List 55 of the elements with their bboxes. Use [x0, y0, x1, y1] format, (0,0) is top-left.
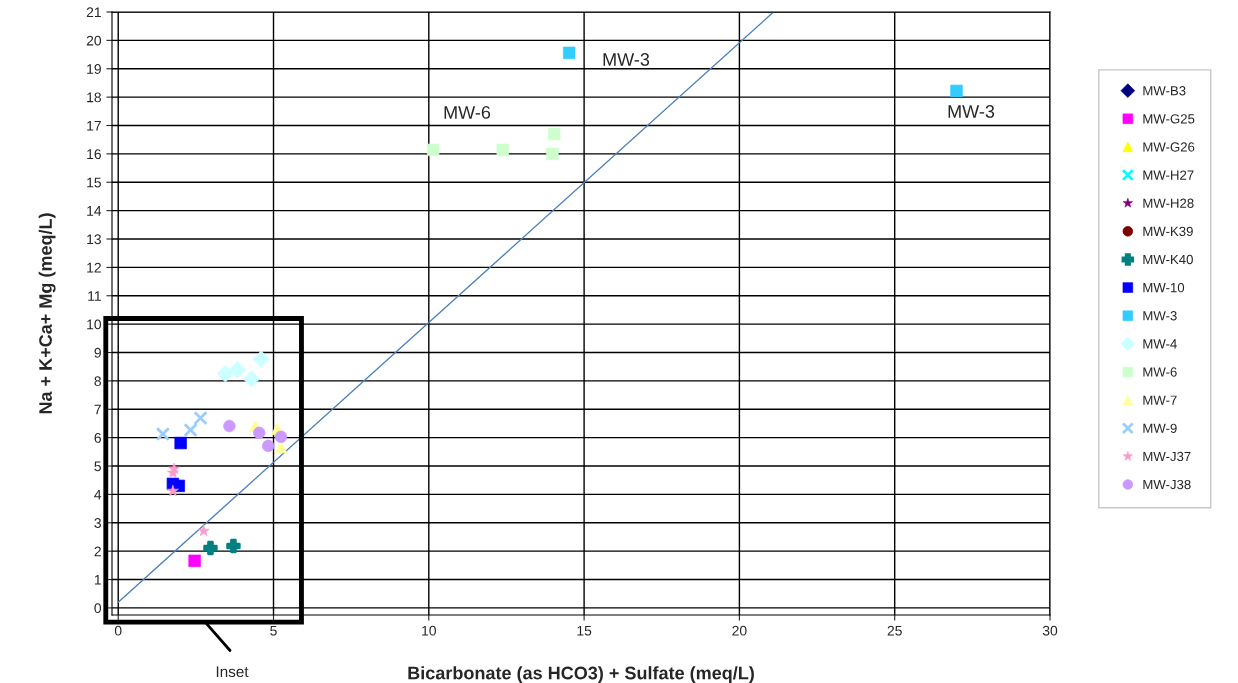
legend-label: MW-G25 [1143, 114, 1195, 124]
legend-label: MW-K40 [1143, 254, 1193, 265]
y-tick-label: 3 [94, 518, 101, 528]
point [193, 410, 208, 426]
y-tick-label: 2 [94, 546, 101, 557]
y-tick-label: 8 [94, 376, 101, 387]
y-tick-label: 21 [86, 7, 101, 18]
legend-label: MW-7 [1143, 395, 1177, 405]
y-tick-label: 12 [87, 262, 101, 273]
y-tick-label: 14 [87, 206, 102, 216]
y-tick-label: 7 [94, 404, 101, 415]
x-tick-label: 10 [422, 625, 436, 636]
y-tick-label: 9 [94, 347, 101, 358]
annotation: MW-3 [948, 105, 995, 118]
y-tick-label: 15 [87, 177, 101, 188]
y-tick-label: 16 [87, 149, 101, 160]
annotation: MW-3 [603, 53, 650, 66]
y-axis-title: Na + K+Ca+ Mg (meq/L) [38, 213, 56, 414]
legend-label: MW-3 [1143, 311, 1177, 321]
y-tick-label: 17 [87, 120, 101, 131]
x-tick-label: 30 [1042, 625, 1058, 636]
y-tick-label: 4 [94, 489, 102, 500]
legend-label: MW-B3 [1143, 86, 1186, 96]
y-tick-label: 20 [86, 35, 102, 46]
x-tick-label: 0 [114, 625, 122, 636]
x-tick-label: 20 [732, 625, 747, 636]
y-tick-label: 18 [87, 92, 101, 103]
y-tick-label: 0 [94, 603, 102, 614]
legend-label: MW-10 [1143, 282, 1185, 293]
legend-label: MW-4 [1143, 339, 1177, 349]
point [155, 426, 171, 442]
x-tick-label: 5 [270, 625, 277, 636]
x-tick-label: 15 [577, 625, 592, 636]
point [226, 538, 241, 554]
y-tick-label: 11 [88, 291, 101, 301]
legend-label: MW-G26 [1143, 142, 1195, 152]
legend-label: MW-H27 [1143, 170, 1194, 180]
legend-label: MW-6 [1143, 367, 1177, 377]
legend-label: MW-H28 [1143, 198, 1194, 208]
point [183, 422, 198, 438]
y-tick-label: 1 [94, 575, 101, 585]
y-tick-label: 5 [94, 461, 101, 472]
x-axis-title: Bicarbonate (as HCO3) + Sulfate (meq/L) [408, 666, 754, 683]
x-tick-label: 25 [887, 625, 902, 636]
y-tick-label: 6 [94, 432, 101, 443]
text: Inset [216, 666, 249, 678]
y-tick-label: 13 [87, 234, 101, 245]
legend-label: MW-9 [1143, 423, 1177, 433]
legend-label: MW-J37 [1143, 451, 1191, 462]
legend-label: MW-J38 [1143, 479, 1191, 490]
legend-label: MW-K39 [1143, 226, 1193, 237]
y-tick-label: 19 [87, 64, 101, 74]
y-tick-label: 10 [87, 319, 102, 330]
annotation: MW-6 [444, 106, 491, 119]
point [203, 540, 218, 556]
